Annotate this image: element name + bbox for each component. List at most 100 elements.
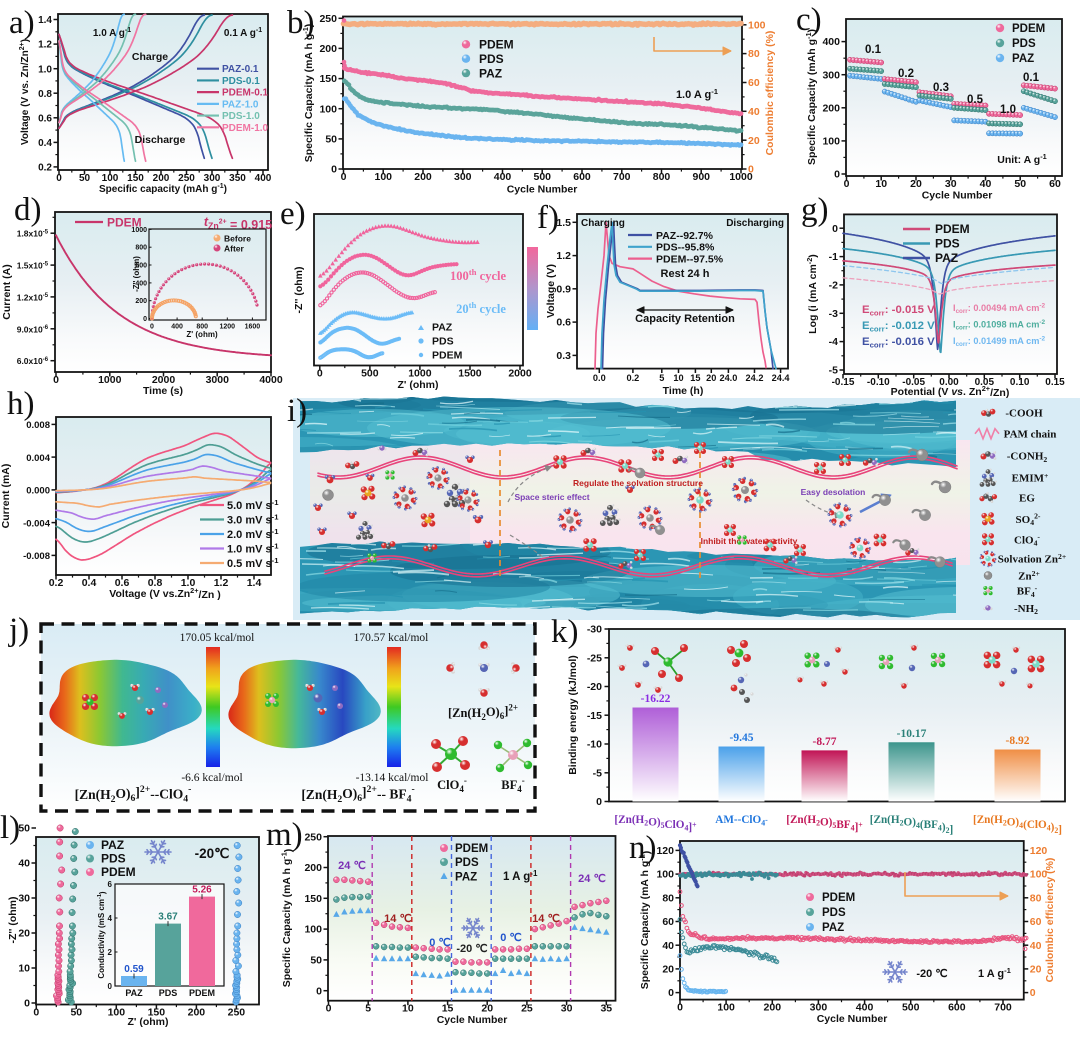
svg-text:PAM chain: PAM chain — [1004, 429, 1057, 441]
svg-text:0.4: 0.4 — [38, 138, 52, 149]
svg-text:800: 800 — [653, 171, 671, 183]
svg-text:PDEM: PDEM — [822, 892, 855, 904]
svg-text:50: 50 — [70, 1007, 82, 1019]
svg-text:0: 0 — [317, 368, 323, 380]
svg-text:-5: -5 — [593, 767, 602, 779]
svg-text:0.6: 0.6 — [38, 113, 52, 124]
svg-text:0.1: 0.1 — [1023, 72, 1040, 84]
svg-text:24 ℃: 24 ℃ — [338, 860, 366, 872]
svg-text:400: 400 — [171, 324, 183, 331]
svg-text:-20 ℃: -20 ℃ — [916, 968, 947, 980]
svg-text:100: 100 — [319, 103, 337, 115]
svg-text:0.5: 0.5 — [967, 94, 984, 106]
svg-text:60: 60 — [1030, 916, 1042, 928]
svg-text:2: 2 — [108, 948, 113, 957]
svg-text:900: 900 — [692, 171, 710, 183]
svg-text:PDS: PDS — [1012, 38, 1036, 50]
svg-text:0.4: 0.4 — [82, 577, 97, 589]
svg-text:400: 400 — [494, 171, 512, 183]
svg-text:0.9: 0.9 — [556, 283, 571, 295]
svg-text:-2: -2 — [829, 280, 838, 292]
svg-text:200: 200 — [153, 173, 170, 184]
svg-text:Cycle Number: Cycle Number — [817, 1013, 888, 1025]
svg-text:-0.004: -0.004 — [23, 518, 51, 529]
svg-text:350: 350 — [229, 173, 246, 184]
svg-text:200: 200 — [319, 43, 337, 55]
svg-text:PAZ-1.0: PAZ-1.0 — [222, 99, 259, 110]
svg-text:35: 35 — [600, 1003, 612, 1015]
svg-text:14 ℃: 14 ℃ — [532, 913, 560, 925]
svg-text:1000: 1000 — [98, 374, 122, 386]
svg-text:0.3: 0.3 — [556, 350, 571, 362]
svg-text:170.05 kcal/mol: 170.05 kcal/mol — [180, 632, 255, 644]
svg-text:PDEM: PDEM — [1012, 23, 1045, 35]
svg-text:500: 500 — [902, 1002, 920, 1014]
svg-text:-1: -1 — [829, 251, 838, 263]
svg-text:Current (A): Current (A) — [1, 264, 13, 319]
svg-text:Charge: Charge — [132, 51, 168, 63]
svg-text:Rest 24 h: Rest 24 h — [661, 268, 710, 280]
svg-text:30: 30 — [561, 1003, 573, 1015]
svg-text:0.8: 0.8 — [38, 89, 52, 100]
svg-text:Capacity Retention: Capacity Retention — [635, 313, 735, 325]
svg-text:1.0: 1.0 — [38, 64, 52, 75]
svg-text:60: 60 — [1049, 178, 1061, 190]
svg-text:1.5: 1.5 — [556, 217, 571, 229]
svg-text:-0.008: -0.008 — [23, 551, 50, 562]
svg-text:-6.6 kcal/mol: -6.6 kcal/mol — [181, 772, 242, 784]
svg-text:50: 50 — [1014, 178, 1026, 190]
svg-text:20: 20 — [910, 178, 922, 190]
svg-text:150: 150 — [319, 73, 337, 85]
svg-text:Time (h): Time (h) — [663, 385, 704, 397]
svg-text:Cycle Number: Cycle Number — [437, 1014, 508, 1026]
svg-text:PDS: PDS — [479, 52, 504, 66]
svg-text:5.26: 5.26 — [192, 885, 212, 896]
svg-text:1.4: 1.4 — [247, 577, 262, 589]
svg-text:l): l) — [0, 810, 20, 846]
svg-text:Voltage (V vs.Zn2+/Zn ): Voltage (V vs.Zn2+/Zn ) — [109, 586, 220, 601]
svg-text:PDEM: PDEM — [189, 988, 215, 998]
svg-text:PDEM: PDEM — [101, 865, 136, 879]
svg-text:0.59: 0.59 — [124, 964, 144, 975]
svg-text:1.2: 1.2 — [38, 40, 52, 51]
svg-text:PDS: PDS — [935, 237, 960, 251]
svg-text:0: 0 — [53, 374, 59, 386]
svg-text:250: 250 — [178, 173, 195, 184]
svg-text:20: 20 — [481, 1003, 493, 1015]
svg-text:Binding energy (kJ/mol): Binding energy (kJ/mol) — [567, 655, 579, 775]
svg-text:200: 200 — [822, 102, 840, 114]
svg-text:0: 0 — [316, 985, 322, 997]
svg-text:0.1: 0.1 — [865, 44, 882, 56]
svg-text:PDEM-0.1: PDEM-0.1 — [222, 88, 269, 99]
svg-text:5: 5 — [365, 1003, 371, 1015]
svg-text:50: 50 — [79, 173, 91, 184]
svg-text:Voltage (V): Voltage (V) — [545, 264, 557, 318]
svg-text:20: 20 — [706, 373, 716, 383]
svg-text:Space steric effect: Space steric effect — [514, 492, 589, 502]
svg-text:Before: Before — [224, 234, 251, 244]
svg-text:400: 400 — [255, 173, 272, 184]
svg-text:b): b) — [287, 5, 315, 41]
svg-text:0.15: 0.15 — [1045, 377, 1065, 388]
svg-text:0: 0 — [677, 1002, 683, 1014]
svg-text:PDS: PDS — [822, 907, 846, 919]
svg-text:0.008: 0.008 — [26, 420, 50, 431]
svg-text:1000: 1000 — [408, 368, 432, 380]
svg-text:-CONH2: -CONH2 — [1007, 451, 1048, 464]
svg-text:g): g) — [801, 192, 829, 228]
svg-text:-0.10: -0.10 — [867, 377, 890, 388]
svg-text:0: 0 — [108, 982, 113, 991]
svg-text:Potential (V vs. Zn2+/Zn): Potential (V vs. Zn2+/Zn) — [891, 384, 1010, 399]
svg-text:-10: -10 — [587, 739, 602, 751]
svg-text:120: 120 — [1030, 845, 1048, 857]
svg-text:40: 40 — [980, 178, 992, 190]
svg-text:PDS: PDS — [159, 988, 178, 998]
svg-text:100: 100 — [717, 1002, 735, 1014]
svg-text:0: 0 — [33, 1007, 39, 1019]
svg-text:-5: -5 — [829, 365, 838, 377]
svg-text:400: 400 — [856, 1002, 874, 1014]
svg-text:24.2: 24.2 — [746, 373, 764, 383]
svg-text:80: 80 — [662, 892, 674, 904]
svg-text:ClO4-: ClO4- — [1014, 532, 1040, 548]
svg-text:200: 200 — [188, 1007, 206, 1019]
